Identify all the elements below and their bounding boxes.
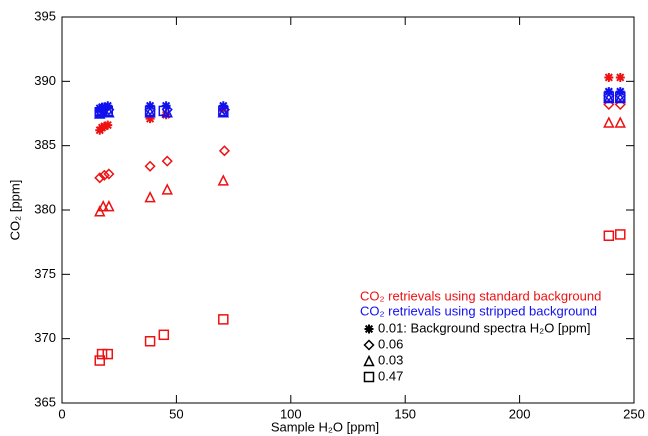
- data-point: [144, 106, 156, 118]
- data-point: [218, 145, 231, 157]
- data-point: [96, 348, 108, 360]
- data-point: [603, 91, 615, 103]
- x-tick-label: 0: [58, 406, 65, 421]
- data-point: [218, 314, 229, 325]
- x-tick-label: 50: [169, 406, 183, 421]
- x-tick-label: 250: [623, 406, 645, 421]
- data-point: [614, 116, 626, 128]
- legend-label: CO₂ retrievals using stripped background: [360, 303, 597, 318]
- y-tick-label: 390: [34, 73, 56, 88]
- data-point: [615, 72, 625, 82]
- legend-label: 0.06: [378, 336, 403, 351]
- y-tick-label: 375: [34, 266, 56, 281]
- data-point: [145, 114, 155, 124]
- data-point: [94, 106, 106, 118]
- legend-label: 0.03: [378, 352, 403, 367]
- legend-marker: [363, 339, 375, 351]
- data-point: [103, 120, 113, 130]
- y-tick-label: 365: [34, 394, 56, 409]
- data-point: [217, 174, 230, 186]
- data-point: [102, 348, 114, 360]
- data-point: [217, 106, 230, 118]
- data-point: [161, 104, 173, 116]
- data-point: [614, 89, 626, 102]
- y-axis-label: CO₂ [ppm]: [7, 180, 22, 241]
- data-point: [144, 160, 156, 172]
- legend-marker: [364, 324, 374, 334]
- data-point: [603, 230, 615, 241]
- x-axis-label: Sample H₂O [ppm]: [271, 419, 379, 434]
- legend-label: CO₂ retrievals using standard background: [360, 288, 601, 303]
- data-point: [94, 355, 106, 366]
- x-tick-label: 200: [509, 406, 531, 421]
- x-tick-label: 150: [394, 406, 416, 421]
- legend-marker: [363, 354, 375, 367]
- data-point: [161, 106, 173, 118]
- y-tick-label: 385: [34, 137, 56, 152]
- y-tick-label: 370: [34, 330, 56, 345]
- data-point: [603, 89, 615, 102]
- data-point: [94, 172, 106, 184]
- data-point: [161, 183, 173, 195]
- data-point: [603, 91, 615, 104]
- data-point: [103, 199, 115, 212]
- data-point: [158, 329, 170, 341]
- data-point: [96, 105, 108, 117]
- x-tick-label: 100: [280, 406, 302, 421]
- legend-label: 0.47: [378, 368, 403, 383]
- data-point: [144, 190, 156, 203]
- data-point: [99, 121, 109, 131]
- data-point: [603, 116, 615, 128]
- data-point: [144, 105, 156, 117]
- data-point: [615, 91, 626, 103]
- legend-label: 0.01: Background spectra H₂O [ppm]: [378, 320, 590, 335]
- data-point: [615, 229, 626, 240]
- data-point: [103, 168, 115, 180]
- y-tick-label: 395: [34, 8, 56, 23]
- data-point: [614, 91, 626, 104]
- data-point: [144, 335, 156, 347]
- data-point: [161, 155, 173, 167]
- data-point: [604, 72, 614, 82]
- legend-marker: [363, 371, 375, 383]
- data-point: [102, 105, 114, 117]
- data-point: [218, 105, 229, 117]
- data-point: [144, 104, 156, 116]
- data-point: [158, 105, 170, 117]
- data-point: [98, 169, 110, 181]
- y-tick-label: 380: [34, 201, 56, 216]
- data-point: [97, 199, 109, 212]
